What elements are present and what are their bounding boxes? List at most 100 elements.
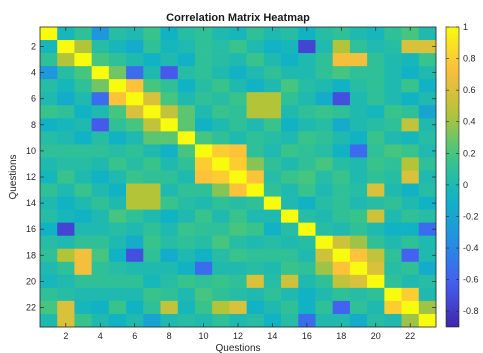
- heatmap-cell: [298, 92, 316, 106]
- heatmap-cell: [332, 157, 351, 171]
- heatmap-cell: [315, 313, 334, 328]
- heatmap-cell: [212, 196, 230, 210]
- heatmap-cell: [263, 300, 282, 315]
- heatmap-cell: [281, 40, 299, 54]
- heatmap-cell: [212, 222, 230, 237]
- heatmap-cell: [263, 313, 282, 328]
- heatmap-cell: [384, 313, 402, 328]
- heatmap-cell: [229, 313, 247, 328]
- heatmap-cell: [57, 144, 75, 158]
- heatmap-cell: [349, 105, 368, 119]
- heatmap-cell: [126, 248, 144, 263]
- heatmap-cell: [418, 92, 437, 106]
- heatmap-cell: [126, 105, 144, 119]
- heatmap-cell: [160, 209, 179, 223]
- heatmap-cell: [246, 209, 265, 223]
- heatmap-cell: [108, 92, 127, 106]
- x-tick-label: 16: [302, 331, 312, 341]
- heatmap-cell: [367, 287, 385, 302]
- heatmap-cell: [263, 157, 282, 171]
- heatmap-cell: [367, 222, 385, 237]
- y-tick-label: 20: [26, 276, 36, 286]
- heatmap-cell: [194, 118, 213, 132]
- heatmap-cell: [332, 144, 351, 158]
- heatmap-cell: [108, 209, 127, 223]
- heatmap-cell: [401, 248, 420, 263]
- heatmap-cell: [108, 300, 127, 315]
- heatmap-cell: [384, 144, 402, 158]
- y-tick-label: 10: [26, 146, 36, 156]
- heatmap-cell: [384, 157, 402, 171]
- heatmap-cell: [126, 183, 144, 197]
- heatmap-cell: [212, 118, 230, 132]
- heatmap-cell: [177, 118, 196, 132]
- heatmap-cell: [418, 287, 437, 302]
- heatmap-cell: [40, 79, 58, 93]
- heatmap-cell: [263, 170, 282, 184]
- heatmap-cell: [160, 66, 179, 80]
- heatmap-cell: [229, 144, 247, 158]
- heatmap-cell: [160, 287, 179, 302]
- heatmap-cell: [91, 261, 110, 276]
- heatmap-cell: [57, 209, 75, 223]
- heatmap-cell: [332, 183, 351, 197]
- heatmap-cell: [91, 170, 110, 184]
- heatmap-cell: [108, 287, 127, 302]
- heatmap-cell: [160, 131, 179, 145]
- heatmap-cell: [401, 183, 420, 197]
- colorbar-tick-label: -0.6: [463, 275, 479, 285]
- heatmap-cell: [40, 53, 58, 67]
- heatmap-cell: [246, 274, 265, 289]
- heatmap-cell: [332, 170, 351, 184]
- heatmap-cell: [401, 235, 420, 250]
- heatmap-cell: [298, 53, 316, 67]
- heatmap-cell: [143, 92, 161, 106]
- heatmap-cell: [143, 131, 161, 145]
- heatmap-cell: [349, 261, 368, 276]
- heatmap-cell: [315, 287, 334, 302]
- heatmap-cell: [349, 92, 368, 106]
- heatmap-cell: [263, 131, 282, 145]
- heatmap-cell: [40, 40, 58, 54]
- heatmap-cell: [281, 79, 299, 93]
- heatmap-cell: [384, 105, 402, 119]
- heatmap-cell: [315, 248, 334, 263]
- heatmap-cell: [229, 287, 247, 302]
- heatmap-cell: [367, 248, 385, 263]
- heatmap-cell: [91, 248, 110, 263]
- heatmap-cell: [349, 79, 368, 93]
- heatmap-cell: [57, 313, 75, 328]
- heatmap-cell: [332, 287, 351, 302]
- colorbar-tick-label: -0.4: [463, 243, 479, 253]
- heatmap-cell: [143, 27, 161, 41]
- heatmap-cell: [367, 209, 385, 223]
- heatmap-cell: [177, 183, 196, 197]
- heatmap-cell: [91, 118, 110, 132]
- heatmap-cell: [126, 235, 144, 250]
- heatmap-cell: [212, 261, 230, 276]
- heatmap-cell: [332, 79, 351, 93]
- heatmap-cell: [126, 287, 144, 302]
- y-axis-ticks: 2 4 6 8 10 12 14 16 18 20 22: [26, 42, 436, 312]
- heatmap-cell: [40, 248, 58, 263]
- heatmap-cell: [281, 118, 299, 132]
- heatmap-cell: [384, 248, 402, 263]
- heatmap-cell: [212, 131, 230, 145]
- heatmap-cell: [126, 313, 144, 328]
- heatmap-cell: [418, 53, 437, 67]
- y-tick-label: 22: [26, 302, 36, 312]
- heatmap-cell: [315, 157, 334, 171]
- heatmap-cell: [263, 27, 282, 41]
- heatmap-cell: [177, 79, 196, 93]
- heatmap-cell: [40, 157, 58, 171]
- heatmap-cell: [229, 235, 247, 250]
- chart-title: Correlation Matrix Heatmap: [166, 12, 310, 24]
- heatmap-cell: [315, 183, 334, 197]
- heatmap-cell: [367, 40, 385, 54]
- heatmap-cell: [367, 66, 385, 80]
- heatmap-cell: [263, 209, 282, 223]
- heatmap-cell: [108, 222, 127, 237]
- heatmap-cell: [194, 27, 213, 41]
- heatmap-cell: [57, 274, 75, 289]
- heatmap-cell: [194, 79, 213, 93]
